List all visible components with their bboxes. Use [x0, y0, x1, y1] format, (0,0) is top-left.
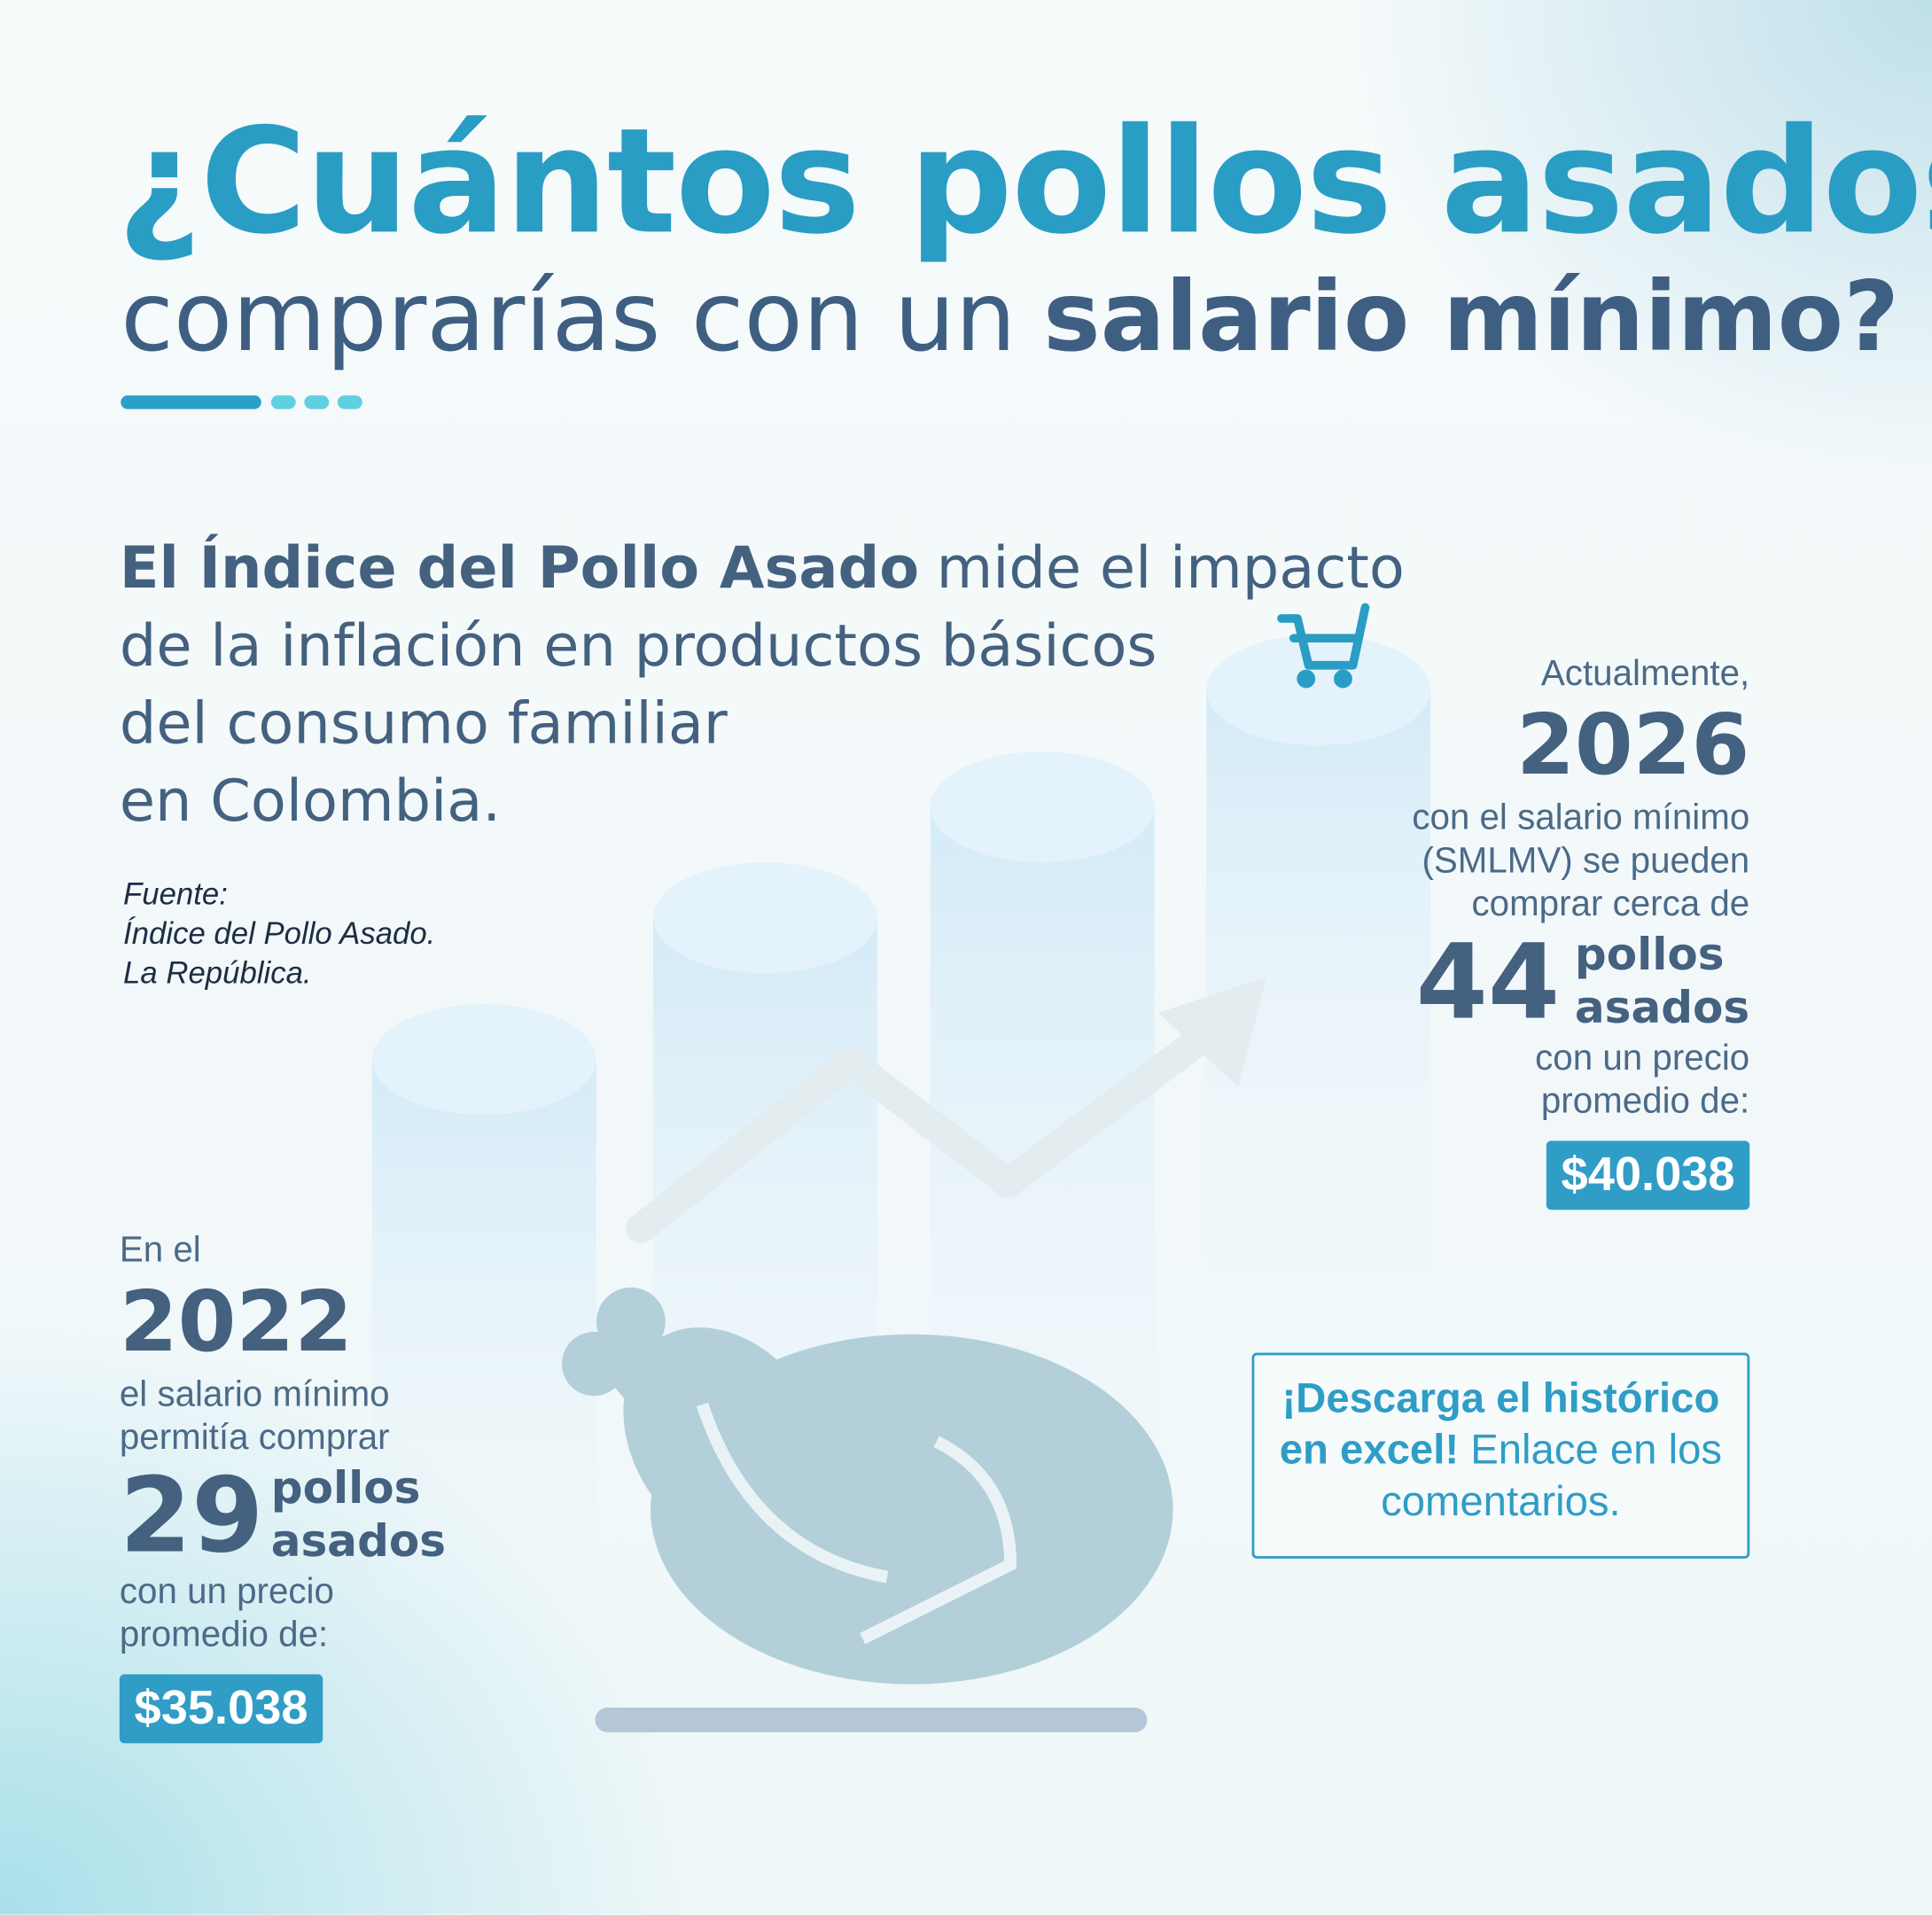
- past-unit: pollos: [270, 1463, 421, 1514]
- trend-arrow-head: [1157, 977, 1267, 1087]
- underline-dot: [304, 395, 330, 409]
- underline-dot: [337, 395, 362, 409]
- source: Fuente: Índice del Pollo Asado. La Repúb…: [123, 875, 435, 993]
- cta-box: ¡Descarga el histórico en excel! Enlace …: [1251, 1352, 1750, 1559]
- current-year: 2026: [1516, 697, 1750, 795]
- underline: [121, 395, 261, 409]
- current-intro: Actualmente,: [1540, 654, 1750, 694]
- current-block: Actualmente, 2026 con el salario mínimo …: [1412, 653, 1750, 1210]
- source-line: La República.: [123, 955, 312, 991]
- source-line: Índice del Pollo Asado.: [123, 916, 436, 952]
- past-price: $35.038: [119, 1674, 323, 1744]
- past-line: el salario mínimo: [119, 1374, 390, 1415]
- current-unit: asados: [1574, 983, 1750, 1034]
- intro-line: del consumo familiar: [119, 689, 728, 759]
- past-intro: En el: [119, 1230, 201, 1271]
- current-price-line: con un precio: [1535, 1039, 1750, 1078]
- cta-text: comentarios.: [1381, 1478, 1621, 1526]
- intro-line: en Colombia.: [119, 767, 502, 836]
- past-year: 2022: [119, 1273, 353, 1372]
- current-line: comprar cerca de: [1471, 884, 1750, 924]
- underline-dot: [270, 395, 296, 409]
- past-block: En el 2022 el salario mínimo permitía co…: [119, 1230, 447, 1744]
- cta-bold: en excel!: [1279, 1426, 1460, 1474]
- subtitle-text: comprarías con un: [121, 262, 1017, 374]
- intro-line: de la inflación en productos básicos: [119, 611, 1157, 681]
- chicken-icon: [561, 1287, 1173, 1685]
- plate: [595, 1707, 1148, 1732]
- cta-text: Enlace en los: [1470, 1426, 1723, 1474]
- cylinder: [371, 1004, 596, 1627]
- cta-bold: ¡Descarga el histórico: [1282, 1374, 1720, 1422]
- current-line: con el salario mínimo: [1412, 798, 1750, 838]
- cart-icon: [1277, 603, 1370, 689]
- subtitle-bold: salario mínimo?: [1043, 262, 1900, 374]
- current-unit: pollos: [1574, 930, 1725, 981]
- intro-line: mide el impacto: [936, 534, 1405, 603]
- intro: El Índice del Pollo Asado mide el impacto…: [120, 530, 1405, 840]
- past-unit: asados: [270, 1516, 447, 1568]
- current-count: 44: [1415, 921, 1561, 1043]
- current-price: $40.038: [1546, 1140, 1750, 1210]
- past-price-line: promedio de:: [119, 1615, 329, 1655]
- trend-arrow: [626, 1010, 1235, 1243]
- current-price-line: promedio de:: [1540, 1081, 1750, 1122]
- past-count: 29: [119, 1454, 264, 1576]
- current-line: (SMLMV) se pueden: [1422, 841, 1750, 882]
- past-price-line: con un precio: [119, 1572, 334, 1612]
- subtitle: comprarías con un salario mínimo?: [121, 262, 1899, 373]
- past-line: permitía comprar: [119, 1418, 390, 1458]
- title: ¿Cuántos pollos asados: [117, 96, 1932, 267]
- intro-bold: El Índice del Pollo Asado: [119, 534, 920, 603]
- source-label: Fuente:: [123, 876, 228, 912]
